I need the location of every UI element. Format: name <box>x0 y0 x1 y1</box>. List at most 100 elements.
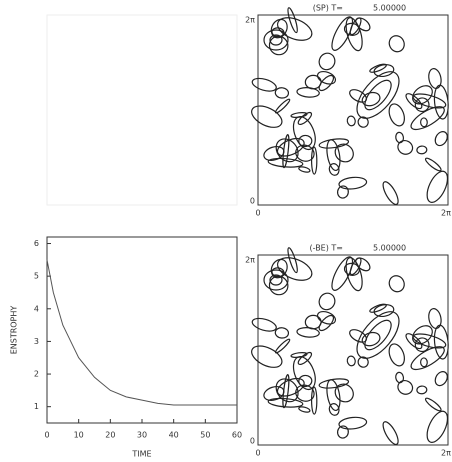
contour <box>356 71 400 119</box>
x-left-label: 0 <box>255 209 260 218</box>
contour <box>318 74 335 92</box>
contour <box>298 406 311 413</box>
contour <box>251 345 283 368</box>
contour <box>318 138 350 149</box>
contour <box>416 385 428 395</box>
contour <box>304 314 322 330</box>
contour <box>310 386 318 415</box>
contour <box>420 357 428 368</box>
contour <box>318 52 336 71</box>
contour <box>412 333 447 349</box>
y-tick-label: 5 <box>34 272 39 281</box>
contour <box>316 310 337 325</box>
contour <box>416 145 428 155</box>
contour <box>369 63 387 73</box>
contour <box>334 383 354 403</box>
contour <box>331 16 354 51</box>
contour <box>395 131 405 144</box>
y-tick-label: 2 <box>34 370 39 379</box>
y-bottom-label: 0 <box>250 197 255 206</box>
contour <box>356 311 400 359</box>
y-top-label: 2π <box>245 16 255 25</box>
x-right-label: 2π <box>441 449 451 458</box>
panel-time: 5.00000 <box>373 244 406 253</box>
contour <box>349 257 362 276</box>
contour <box>388 275 405 293</box>
x-tick-label: 60 <box>232 431 242 440</box>
contour <box>295 144 315 162</box>
contour <box>276 17 313 41</box>
contour <box>292 356 316 391</box>
contour <box>405 333 423 350</box>
contour <box>251 317 277 332</box>
contour <box>263 145 285 161</box>
contour <box>304 74 322 90</box>
contour <box>274 327 290 339</box>
contour <box>364 79 392 111</box>
contour <box>338 416 368 430</box>
contour <box>274 87 290 99</box>
contour <box>274 98 291 114</box>
contour <box>334 143 354 163</box>
series-line <box>46 259 237 406</box>
contour <box>263 269 289 291</box>
faint-panel <box>46 14 238 206</box>
panel-time: 5.00000 <box>373 4 406 13</box>
contour <box>412 85 433 105</box>
contour <box>298 166 311 173</box>
x-tick-label: 20 <box>105 431 115 440</box>
contour <box>295 384 315 402</box>
contour <box>410 346 445 371</box>
contour <box>410 106 445 131</box>
x-left-label: 0 <box>255 449 260 458</box>
contour <box>310 146 318 175</box>
contour <box>424 157 442 172</box>
contour <box>412 325 433 345</box>
contour <box>397 379 414 395</box>
contour <box>331 256 354 291</box>
contour <box>426 170 449 203</box>
contour <box>346 115 356 127</box>
contour <box>338 176 368 190</box>
contour <box>424 397 442 412</box>
contour <box>251 105 283 128</box>
contour <box>298 134 313 148</box>
y-axis-label: ENSTROPHY <box>10 306 19 355</box>
contour <box>287 247 298 274</box>
x-tick-label: 50 <box>200 431 210 440</box>
contour <box>276 257 313 281</box>
contour <box>434 131 448 147</box>
contour <box>405 93 423 110</box>
contour <box>275 138 299 163</box>
panel-frame <box>257 254 449 446</box>
contour <box>434 371 448 387</box>
contour <box>275 378 299 403</box>
contour <box>388 35 405 53</box>
contour <box>316 70 337 85</box>
y-tick-label: 3 <box>34 337 39 346</box>
panel-title: (SP) T= <box>313 4 343 13</box>
contour <box>382 181 399 206</box>
contour <box>388 103 405 127</box>
contour <box>287 7 298 34</box>
contour <box>346 355 356 367</box>
contour <box>433 324 449 360</box>
contour <box>357 116 369 128</box>
contour <box>274 338 291 354</box>
plot-frame <box>46 236 238 424</box>
contour <box>426 410 449 443</box>
x-tick-label: 30 <box>137 431 147 440</box>
contour <box>298 374 313 388</box>
contour <box>336 425 349 439</box>
contour <box>369 303 387 313</box>
contour <box>420 117 428 128</box>
contour <box>263 29 289 51</box>
panel-title: (-BE) T= <box>309 244 343 253</box>
contour <box>328 163 340 176</box>
contour <box>336 185 349 199</box>
x-tick-label: 40 <box>169 431 179 440</box>
contour <box>382 421 399 446</box>
contour <box>388 343 405 367</box>
contour <box>433 84 449 120</box>
